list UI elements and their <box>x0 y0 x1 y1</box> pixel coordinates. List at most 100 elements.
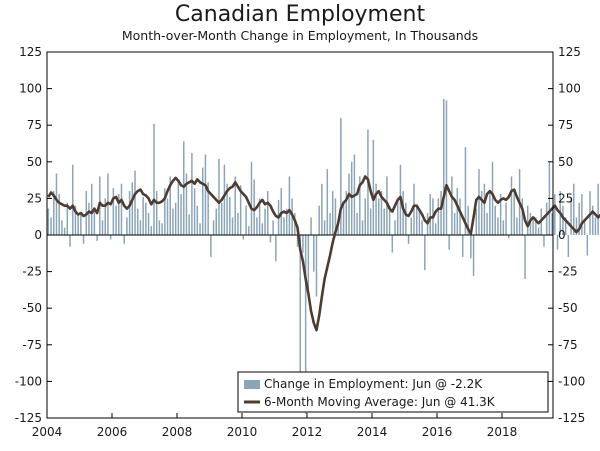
y-tick-label-right: 50 <box>558 155 573 169</box>
bar-employment-change <box>169 176 171 235</box>
bar-employment-change <box>583 220 586 235</box>
bar-employment-change <box>123 235 125 244</box>
bar-employment-change <box>340 117 342 235</box>
bar-employment-change <box>394 220 396 235</box>
bar-employment-change <box>318 205 320 235</box>
bar-employment-change <box>356 213 358 235</box>
bar-employment-change <box>248 226 250 235</box>
bar-employment-change <box>524 235 526 279</box>
bar-employment-change <box>63 227 66 235</box>
bar-employment-change <box>218 158 220 235</box>
bar-employment-change <box>261 223 264 235</box>
bar-employment-change <box>497 217 499 235</box>
bar-employment-change <box>505 202 507 235</box>
bar-employment-change <box>564 217 567 235</box>
bar-employment-change <box>101 220 104 235</box>
bar-employment-change <box>323 220 326 235</box>
y-tick-label-left: -25 <box>22 265 42 279</box>
bar-employment-change <box>372 139 375 235</box>
bar-employment-change <box>424 235 426 271</box>
bar-employment-change <box>139 220 142 235</box>
bar-employment-change <box>440 191 442 235</box>
bar-employment-change <box>486 213 488 235</box>
bar-employment-change <box>256 217 258 235</box>
bar-employment-change <box>573 183 575 235</box>
bar-employment-change <box>350 161 353 235</box>
bar-employment-change <box>136 208 139 235</box>
y-tick-label-right: -75 <box>558 338 578 352</box>
y-tick-label-right: -25 <box>558 265 578 279</box>
bar-employment-change <box>313 235 315 272</box>
bar-employment-change <box>80 214 82 235</box>
bar-employment-change <box>153 123 155 235</box>
bar-employment-change <box>554 194 556 235</box>
bar-employment-change <box>361 220 364 235</box>
chart-title: Canadian Employment <box>174 2 426 27</box>
bar-employment-change <box>578 202 580 235</box>
bar-employment-change <box>321 183 323 235</box>
bar-employment-change <box>302 235 304 253</box>
bar-employment-change <box>118 194 120 235</box>
x-tick-label: 2004 <box>32 425 63 439</box>
y-tick-label-right: 0 <box>558 228 566 242</box>
bar-employment-change <box>266 191 269 235</box>
bar-employment-change <box>237 213 239 235</box>
bar-employment-change <box>183 141 185 235</box>
bar-employment-change <box>158 220 161 235</box>
bar-employment-change <box>407 235 410 244</box>
bar-employment-change <box>421 220 423 235</box>
bar-employment-change <box>174 202 177 235</box>
bar-employment-change <box>378 198 380 235</box>
bar-employment-change <box>475 208 478 235</box>
bar-employment-change <box>570 198 572 235</box>
bar-employment-change <box>304 235 307 414</box>
bar-employment-change <box>215 208 218 235</box>
bar-employment-change <box>526 205 529 235</box>
bar-employment-change <box>77 213 79 235</box>
bar-employment-change <box>180 194 182 235</box>
x-tick-label: 2018 <box>487 425 518 439</box>
y-tick-label-right: -125 <box>558 411 585 425</box>
bar-employment-change <box>329 213 331 235</box>
bar-employment-change <box>126 217 128 235</box>
bar-employment-change <box>226 183 228 235</box>
bar-employment-change <box>445 100 448 235</box>
bar-employment-change <box>532 220 534 235</box>
bar-employment-change <box>513 191 515 235</box>
x-tick-label: 2014 <box>357 425 388 439</box>
y-tick-label-left: 100 <box>19 82 42 96</box>
y-tick-label-right: -50 <box>558 301 578 315</box>
bar-employment-change <box>480 191 483 235</box>
bar-employment-change <box>405 202 407 235</box>
bar-employment-change <box>96 235 98 241</box>
bar-employment-change <box>147 213 150 235</box>
bar-employment-change <box>269 235 272 243</box>
bar-employment-change <box>556 235 559 250</box>
bar-employment-change <box>413 183 415 235</box>
bar-employment-change <box>82 235 85 244</box>
bar-employment-change <box>112 188 115 235</box>
bar-employment-change <box>369 208 372 235</box>
x-tick-label: 2016 <box>422 425 453 439</box>
y-tick-label-left: 0 <box>34 228 42 242</box>
bar-employment-change <box>90 183 93 235</box>
bar-employment-change <box>491 161 494 235</box>
y-tick-label-right: 25 <box>558 191 573 205</box>
y-tick-label-right: 75 <box>558 118 573 132</box>
bar-employment-change <box>164 188 166 235</box>
bar-employment-change <box>155 191 158 235</box>
bar-employment-change <box>380 191 383 235</box>
bar-employment-change <box>264 208 266 235</box>
bar-employment-change <box>210 235 212 257</box>
bar-employment-change <box>591 205 594 235</box>
y-tick-label-right: -100 <box>558 374 585 388</box>
bar-employment-change <box>299 235 301 413</box>
bar-employment-change <box>537 227 540 235</box>
bar-employment-change <box>191 153 193 235</box>
bar-employment-change <box>410 217 413 235</box>
bar-employment-change <box>288 176 291 235</box>
legend-swatch-bar <box>244 380 260 389</box>
bar-employment-change <box>296 235 299 247</box>
bar-employment-change <box>212 220 215 235</box>
